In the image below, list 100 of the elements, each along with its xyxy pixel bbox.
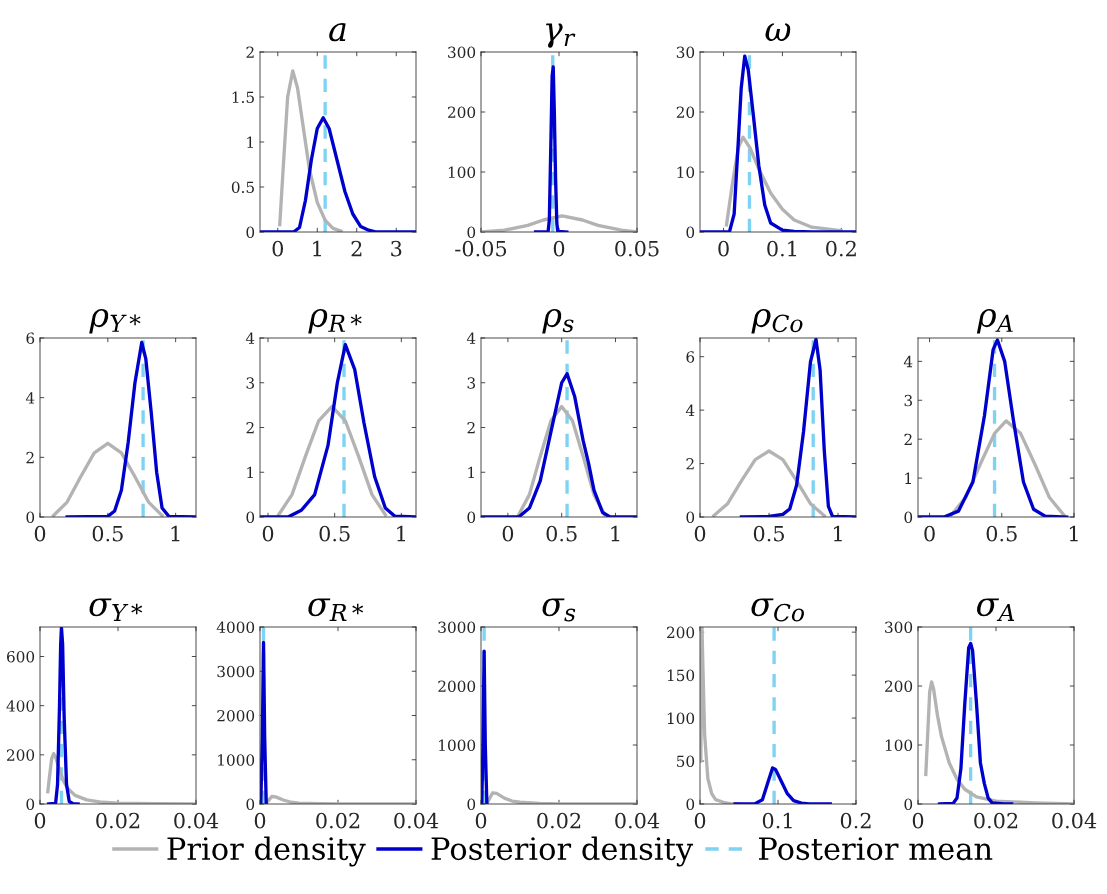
y-tick-label: 150 [667,669,695,682]
x-tick-label: 0.05 [615,240,659,257]
y-tick-label: 3 [467,377,476,389]
y-tick-label: 0 [467,798,476,811]
y-tick-label: 2 [686,458,694,470]
x-tick-label: 0.5 [986,525,1017,542]
x-tick-label: 1 [1069,525,1078,542]
y-tick-label: 2 [467,421,475,434]
y-tick-label: 30 [676,46,695,59]
chart-title: ρ$_{s}$ [542,308,574,334]
y-tick-label: 6 [686,351,695,363]
y-tick-label: 2000 [217,709,255,722]
x-tick-label: 0 [272,240,284,257]
y-tick-label: 0 [686,798,695,811]
y-tick-label: 4 [685,404,695,416]
y-tick-label: 20 [676,106,695,119]
y-tick-label: 4 [245,332,255,344]
x-tick-label: 1 [833,525,842,542]
chart-title: ρ$_{Y*}$ [89,308,141,334]
y-tick-label: 0 [26,511,35,524]
chart-title: a [329,23,346,42]
x-tick-label: 0 [718,240,729,257]
y-tick-label: 50 [677,755,695,768]
y-tick-label: 1 [905,472,911,484]
y-tick-label: 100 [448,166,476,179]
y-tick-label: 200 [885,680,913,693]
x-tick-label: 0 [924,525,935,542]
x-tick-label: 1 [171,525,180,542]
x-tick-label: 0.02 [974,812,1018,829]
y-tick-label: 4 [466,332,476,344]
x-tick-label: 0.04 [394,812,439,829]
x-tick-label: 0.1 [762,812,792,829]
y-tick-label: 2000 [438,680,476,693]
y-tick-label: 10 [677,166,695,179]
y-tick-label: 3000 [217,665,255,678]
y-tick-label: 1000 [218,754,255,766]
y-tick-label: 1 [468,466,474,479]
y-tick-label: 0 [686,226,695,239]
y-tick-label: 2 [246,46,254,58]
x-tick-label: 0.02 [537,812,581,829]
x-tick-label: 3 [391,240,402,257]
y-tick-label: 4 [903,355,913,368]
x-tick-label: 1 [397,525,405,542]
chart-title: σ$_{Co}$ [751,598,804,622]
legend-label: Posterior mean [758,837,993,861]
x-tick-label: 0 [502,525,514,542]
x-tick-label: 0.04 [615,812,660,829]
y-tick-label: 1 [247,466,253,479]
y-tick-label: 1 [247,136,253,148]
y-tick-label: 0 [467,226,476,239]
y-tick-label: 100 [667,712,695,725]
y-tick-label: 0 [904,798,913,811]
x-tick-label: 0 [553,240,565,257]
y-tick-label: 100 [885,739,913,752]
y-tick-label: 3 [246,377,255,389]
x-tick-label: 0.5 [753,525,784,542]
y-tick-label: 0 [246,511,255,524]
x-tick-label: 0.02 [96,812,140,829]
y-tick-label: 3000 [438,621,476,634]
chart-title: ω [765,23,791,41]
chart-title: σ$_{Y*}$ [89,598,143,622]
y-tick-label: 0 [904,511,913,524]
y-tick-label: 0 [686,511,695,524]
x-tick-label: 0.5 [546,525,577,542]
x-tick-label: 0.2 [826,240,856,257]
y-tick-label: 300 [448,46,476,59]
x-tick-label: 1 [313,240,321,257]
x-tick-label: 0.04 [174,812,219,829]
x-tick-label: 2 [351,240,362,257]
chart-title: ρ$_{A}$ [976,308,1013,334]
y-tick-label: 1.5 [232,91,254,104]
legend-label: Posterior density [431,836,694,867]
y-tick-label: 200 [667,626,695,639]
chart-title: σ$_{s}$ [542,598,576,622]
x-tick-label: 1 [611,525,620,542]
x-tick-label: 0.1 [767,240,797,257]
chart-title: σ$_{A}$ [976,598,1015,622]
chart-title: σ$_{R*}$ [308,598,364,622]
y-tick-label: 300 [885,621,913,634]
x-tick-label: -0.05 [455,240,507,257]
y-tick-label: 2 [246,421,254,434]
x-tick-label: 0.5 [319,525,350,542]
y-tick-label: 6 [26,332,35,345]
x-tick-label: 0.2 [840,812,871,829]
chart-title: ρ$_{Co}$ [751,308,803,334]
y-tick-label: 2 [904,433,912,445]
chart-title: ρ$_{R*}$ [308,308,362,334]
x-tick-label: 0.02 [316,812,360,829]
y-tick-label: 4000 [216,621,255,634]
y-tick-label: 1000 [439,739,476,752]
y-tick-label: 200 [7,749,35,761]
y-tick-label: 2 [26,451,34,464]
y-tick-label: 0 [246,226,255,239]
y-tick-label: 400 [6,700,35,712]
y-tick-label: 0.5 [231,181,254,194]
y-tick-label: 0 [246,798,255,811]
y-tick-label: 600 [7,650,35,663]
y-tick-label: 3 [904,394,913,407]
x-tick-label: 0 [262,525,274,542]
y-tick-label: 4 [25,392,35,404]
